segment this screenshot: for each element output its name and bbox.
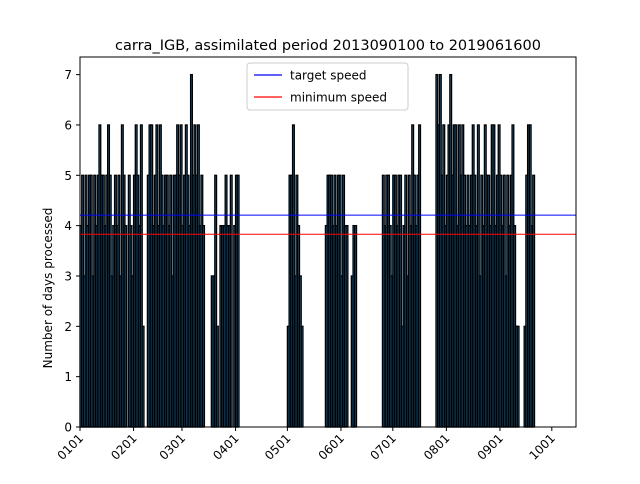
- y-tick-label: 1: [64, 370, 72, 384]
- bar: [141, 325, 145, 428]
- legend-box: [246, 62, 409, 111]
- bars-group: [79, 73, 536, 428]
- x-tick-label: 0101: [55, 431, 86, 462]
- plot-frame: [79, 56, 577, 428]
- x-tick-label: 1001: [526, 431, 557, 462]
- x-tick-label: 0401: [210, 431, 241, 462]
- y-tick-label: 4: [64, 219, 72, 233]
- y-tick-label: 2: [64, 320, 72, 334]
- y-tick-label: 0: [64, 421, 72, 435]
- bar: [124, 224, 128, 428]
- y-axis: 0 1 2 3 4 5 6 7: [64, 68, 80, 435]
- y-tick-label: 6: [64, 118, 72, 132]
- bar: [202, 224, 206, 428]
- bar: [300, 325, 304, 428]
- x-tick-label: 0901: [475, 431, 506, 462]
- x-axis: 0101 0201 0301 0401 0501 0601 0701 0801 0901 1001: [55, 427, 558, 463]
- reference-lines: [80, 214, 576, 235]
- bar: [418, 124, 422, 428]
- bar: [354, 224, 358, 428]
- bar: [532, 174, 536, 428]
- y-tick-label: 7: [64, 68, 72, 82]
- x-tick-label: 0201: [108, 431, 139, 462]
- bar: [236, 174, 240, 428]
- legend-label: minimum speed: [290, 91, 387, 105]
- x-tick-label: 0701: [367, 431, 398, 462]
- x-tick-label: 0301: [157, 431, 188, 462]
- y-tick-label: 5: [64, 169, 72, 183]
- bar: [229, 174, 233, 428]
- bar: [345, 224, 349, 428]
- x-tick-label: 0501: [262, 431, 293, 462]
- y-tick-label: 3: [64, 269, 72, 283]
- legend-label: target speed: [290, 69, 367, 83]
- y-axis-label: Number of days processed: [41, 208, 55, 369]
- x-tick-label: 0601: [316, 431, 347, 462]
- chart-title: carra_IGB, assimilated period 2013090100…: [115, 38, 541, 54]
- bar: [215, 325, 219, 428]
- bar: [516, 325, 520, 428]
- legend: target speed minimum speed: [246, 62, 409, 111]
- x-tick-label: 0801: [421, 431, 452, 462]
